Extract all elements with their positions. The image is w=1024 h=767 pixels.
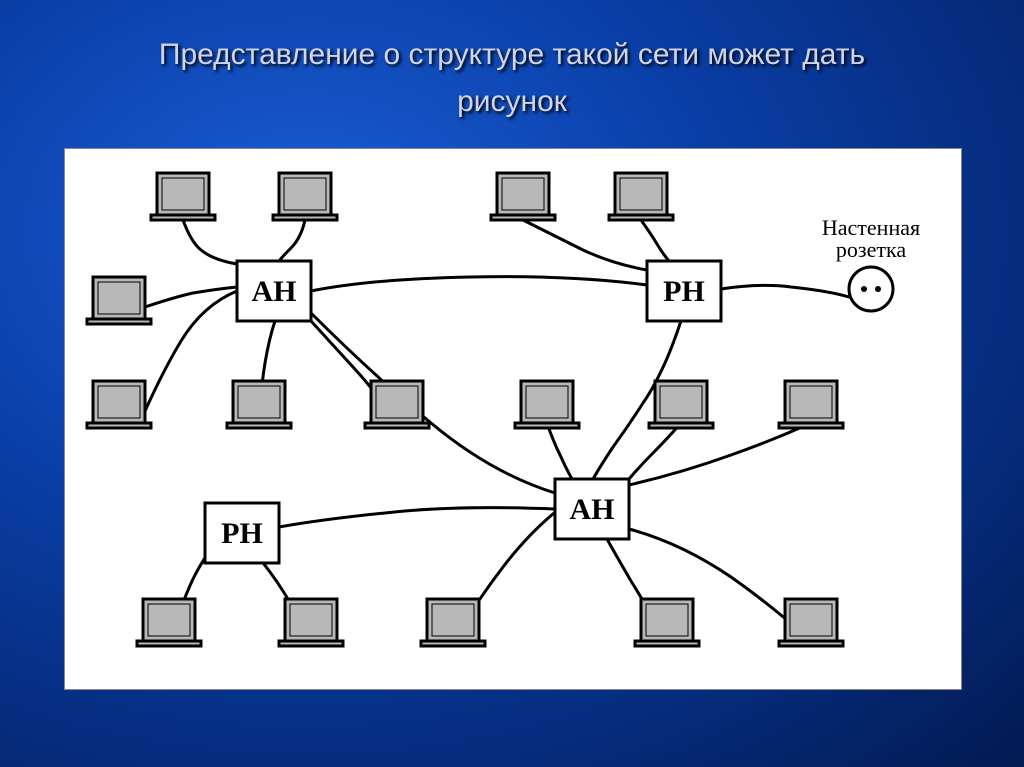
hub-node: АН (555, 479, 629, 539)
hub-label: АН (570, 493, 615, 526)
hub-node: АН (237, 261, 311, 321)
monitor-base (137, 641, 201, 646)
monitor-screen (785, 599, 837, 641)
monitor-icon (609, 173, 673, 220)
cable-7 (523, 220, 647, 270)
monitor-screen (615, 173, 667, 215)
monitor-icon (365, 381, 429, 428)
slide-title: Представление о структуре такой сети мож… (0, 32, 1024, 125)
wall-socket: Настеннаярозетка (822, 215, 920, 311)
cable-11 (547, 423, 577, 487)
monitor-base (151, 215, 215, 220)
cable-8 (641, 220, 669, 261)
monitor-icon (515, 381, 579, 428)
monitor-base (421, 641, 485, 646)
hub-node: РН (647, 261, 721, 321)
cable-1 (279, 220, 305, 261)
monitor-icon (87, 277, 151, 324)
monitor-icon (279, 599, 343, 646)
socket-label-2: розетка (836, 237, 906, 262)
cable-3 (145, 291, 237, 411)
network-diagram: АН РН РН АН Настеннаярозетка (65, 149, 961, 689)
monitor-screen (157, 173, 209, 215)
monitor-screen (285, 599, 337, 641)
monitor-base (609, 215, 673, 220)
monitor-screen (785, 381, 837, 423)
diagram-canvas: АН РН РН АН Настеннаярозетка (64, 148, 962, 690)
monitor-icon (779, 599, 843, 646)
socket-circle (849, 267, 893, 311)
hub-label: АН (252, 275, 297, 308)
monitor-base (779, 423, 843, 428)
slide: Представление о структуре такой сети мож… (0, 0, 1024, 767)
monitor-icon (779, 381, 843, 428)
monitor-icon (649, 381, 713, 428)
monitor-base (491, 215, 555, 220)
monitor-base (649, 423, 713, 428)
monitor-screen (427, 599, 479, 641)
monitor-base (779, 641, 843, 646)
monitor-icon (635, 599, 699, 646)
monitor-base (87, 423, 151, 428)
monitor-icon (273, 173, 337, 220)
title-line-1: Представление о структуре такой сети мож… (159, 38, 865, 71)
monitor-icon (151, 173, 215, 220)
monitor-base (227, 423, 291, 428)
hub-node: РН (205, 503, 279, 563)
hub-label: РН (663, 275, 705, 308)
monitor-base (87, 319, 151, 324)
monitor-base (279, 641, 343, 646)
monitor-base (365, 423, 429, 428)
cable-15 (279, 508, 555, 527)
cable-0 (183, 220, 237, 264)
title-line-2: рисунок (457, 85, 567, 118)
monitor-screen (521, 381, 573, 423)
cable-13 (629, 423, 811, 485)
monitor-screen (655, 381, 707, 423)
cable-6 (311, 277, 647, 291)
monitor-base (273, 215, 337, 220)
cable-12 (629, 423, 681, 479)
monitor-icon (87, 381, 151, 428)
monitor-screen (497, 173, 549, 215)
monitor-icon (227, 381, 291, 428)
monitor-screen (641, 599, 693, 641)
cable-14 (311, 313, 555, 493)
monitor-icon (137, 599, 201, 646)
monitor-screen (279, 173, 331, 215)
monitor-screen (93, 277, 145, 319)
monitor-screen (233, 381, 285, 423)
monitor-screen (371, 381, 423, 423)
monitor-screen (143, 599, 195, 641)
monitor-base (515, 423, 579, 428)
hub-label: РН (221, 517, 263, 550)
monitor-base (635, 641, 699, 646)
monitor-screen (93, 381, 145, 423)
monitor-icon (421, 599, 485, 646)
monitor-icon (491, 173, 555, 220)
